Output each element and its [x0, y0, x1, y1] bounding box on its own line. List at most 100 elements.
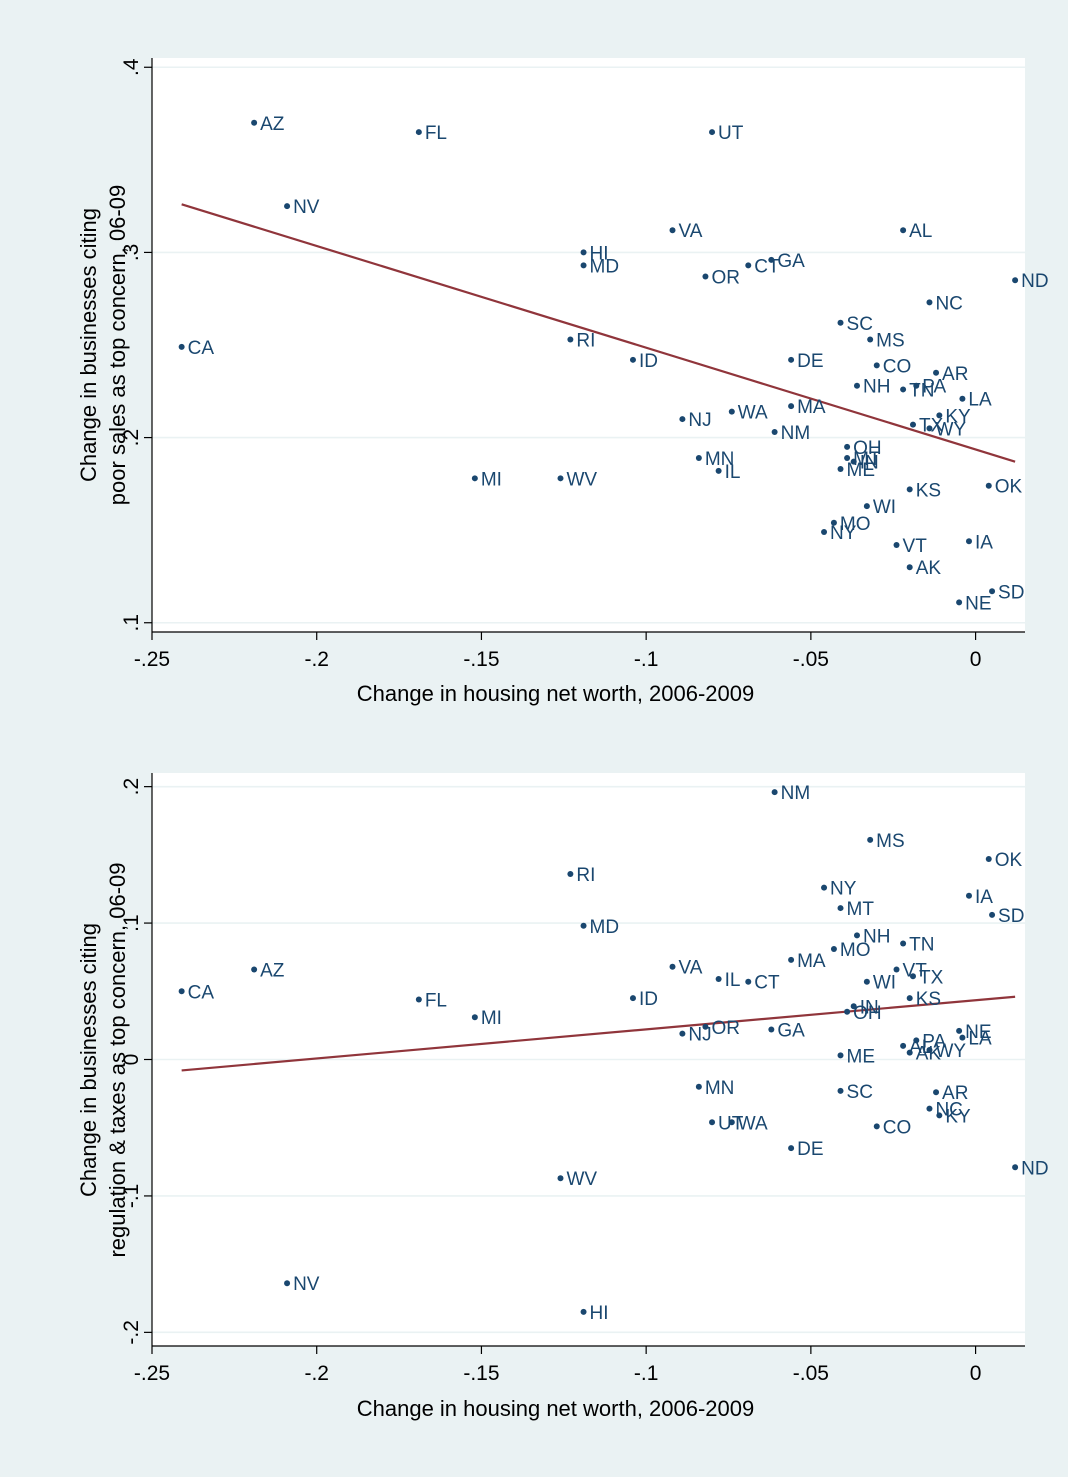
x-tick-label: -.25	[134, 1362, 170, 1385]
point-label: NJ	[688, 410, 711, 431]
y-axis-title: regulation & taxes as top concern, 06-09	[105, 862, 130, 1257]
data-point	[956, 599, 963, 606]
point-label: WA	[738, 1113, 768, 1134]
data-point	[821, 884, 828, 891]
data-point	[850, 458, 857, 465]
data-point	[771, 789, 778, 796]
point-label: GA	[777, 1020, 805, 1041]
data-point	[906, 1049, 913, 1056]
point-label: MO	[840, 940, 871, 961]
data-point	[1012, 277, 1019, 284]
data-point	[284, 203, 291, 210]
data-point	[768, 256, 775, 263]
data-point	[873, 362, 880, 369]
point-label: KS	[916, 989, 941, 1010]
data-point	[906, 486, 913, 493]
data-point	[728, 1119, 735, 1126]
data-point	[837, 319, 844, 326]
data-point	[926, 299, 933, 306]
data-point	[913, 382, 920, 389]
data-point	[900, 386, 907, 393]
data-point	[893, 966, 900, 973]
data-point	[669, 963, 676, 970]
point-label: AR	[942, 1083, 968, 1104]
point-label: MN	[705, 1078, 735, 1099]
point-label: NV	[293, 197, 320, 218]
point-label: NY	[830, 523, 857, 544]
data-point	[567, 336, 574, 343]
data-point	[853, 932, 860, 939]
point-label: OH	[853, 1003, 882, 1024]
point-label: WI	[873, 497, 896, 518]
point-label: MA	[797, 951, 826, 972]
y-tick-label: .1	[120, 614, 143, 632]
data-point	[965, 538, 972, 545]
data-point	[936, 412, 943, 419]
point-label: HI	[590, 1303, 609, 1324]
data-point	[926, 1046, 933, 1053]
point-label: AL	[909, 1037, 932, 1058]
data-point	[715, 467, 722, 474]
point-label: MD	[590, 256, 620, 277]
point-label: NH	[863, 926, 890, 947]
data-point	[415, 129, 422, 136]
point-label: GA	[777, 251, 805, 272]
point-label: FL	[425, 123, 447, 144]
data-point	[830, 945, 837, 952]
point-label: IN	[860, 997, 879, 1018]
point-label: HI	[590, 243, 609, 264]
data-point	[867, 836, 874, 843]
point-label: WA	[738, 403, 768, 424]
data-point	[709, 1119, 716, 1126]
point-label: CA	[188, 338, 215, 359]
y-tick-label: .1	[120, 914, 143, 932]
data-point	[933, 1089, 940, 1096]
point-label: MA	[797, 397, 826, 418]
point-label: RI	[576, 865, 595, 886]
point-label: VT	[903, 536, 928, 557]
data-point	[893, 541, 900, 548]
data-point	[909, 973, 916, 980]
data-point	[580, 922, 587, 929]
x-tick-label: -.1	[634, 648, 659, 671]
point-label: WV	[566, 469, 597, 490]
regulation-taxes-panel: -.2 -.1 0 .1 .2 -.25 -.2 -.15 -.1 -.05 0 Change in …	[76, 773, 1049, 1421]
x-tick-label: 0	[970, 648, 982, 671]
data-point	[695, 1083, 702, 1090]
data-point	[771, 429, 778, 436]
point-label: OR	[711, 1018, 740, 1039]
point-label: WI	[873, 973, 896, 994]
data-point	[178, 988, 185, 995]
data-point	[959, 395, 966, 402]
point-label: NJ	[688, 1025, 711, 1046]
data-point	[580, 262, 587, 269]
data-point	[745, 262, 752, 269]
x-tick-label: -.15	[463, 1362, 499, 1385]
point-label: IL	[725, 462, 741, 483]
data-point	[415, 996, 422, 1003]
point-label: AK	[916, 558, 942, 579]
point-label: CT	[754, 256, 780, 277]
point-label: MS	[876, 831, 905, 852]
fitted-line	[181, 995, 1016, 1072]
point-label: NH	[863, 377, 890, 398]
x-axis-title: Change in housing net worth, 2006-2009	[357, 1396, 755, 1421]
point-label: IL	[725, 970, 741, 991]
data-point	[709, 129, 716, 136]
data-point	[956, 1027, 963, 1034]
data-point	[906, 995, 913, 1002]
point-label: SC	[847, 314, 873, 335]
data-point	[1012, 1164, 1019, 1171]
point-label: AL	[909, 221, 932, 242]
y-axis-title: Change in businesses citing	[76, 208, 101, 482]
x-axis-title: Change in housing net worth, 2006-2009	[357, 681, 755, 706]
y-tick-label: 0	[120, 1054, 143, 1066]
x-tick-label: -.25	[134, 648, 170, 671]
data-point	[837, 466, 844, 473]
data-point	[284, 1280, 291, 1287]
data-point	[715, 976, 722, 983]
point-label: IA	[975, 887, 993, 908]
data-point	[926, 1105, 933, 1112]
data-point	[788, 403, 795, 410]
y-tick-label: -.2	[120, 1320, 143, 1345]
